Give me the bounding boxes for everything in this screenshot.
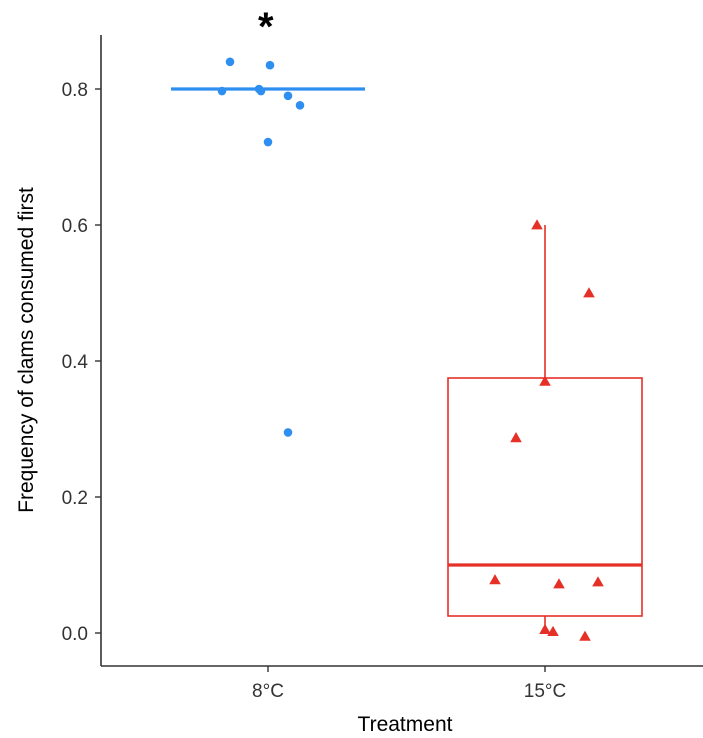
- y-axis-ticks: 0.0 0.2 0.4 0.6 0.8: [62, 80, 101, 645]
- series-group: [171, 57, 365, 437]
- y-tick-label: 0.0: [62, 624, 88, 645]
- y-axis-title: Frequency of clams consumed first: [15, 187, 38, 513]
- x-tick-label: 8°C: [252, 681, 284, 702]
- box-body: [447, 377, 643, 617]
- data-point: [217, 86, 227, 96]
- data-point: [547, 625, 559, 636]
- data-point: [263, 137, 273, 147]
- data-point: [539, 375, 551, 386]
- data-point: [583, 287, 595, 298]
- x-axis-ticks: 8°C 15°C: [252, 666, 566, 702]
- data-point: [539, 623, 551, 634]
- data-point: [254, 84, 264, 94]
- y-tick-label: 0.6: [62, 216, 88, 237]
- data-point: [225, 57, 235, 67]
- plot-area: *: [171, 5, 643, 641]
- data-point: [510, 432, 522, 443]
- y-tick-label: 0.8: [62, 80, 88, 101]
- series-group: [447, 219, 643, 641]
- data-point: [265, 60, 275, 70]
- significance-marker: *: [258, 5, 274, 49]
- y-tick-label: 0.4: [62, 352, 89, 373]
- data-point: [553, 578, 565, 589]
- data-point: [489, 574, 501, 585]
- y-tick-label: 0.2: [62, 488, 88, 509]
- data-point: [579, 630, 591, 641]
- data-point: [283, 428, 293, 437]
- x-tick-label: 15°C: [524, 681, 566, 702]
- data-point: [283, 91, 293, 101]
- x-axis-title: Treatment: [358, 713, 453, 736]
- data-point: [592, 576, 604, 587]
- data-point: [295, 101, 305, 110]
- data-point: [531, 219, 543, 230]
